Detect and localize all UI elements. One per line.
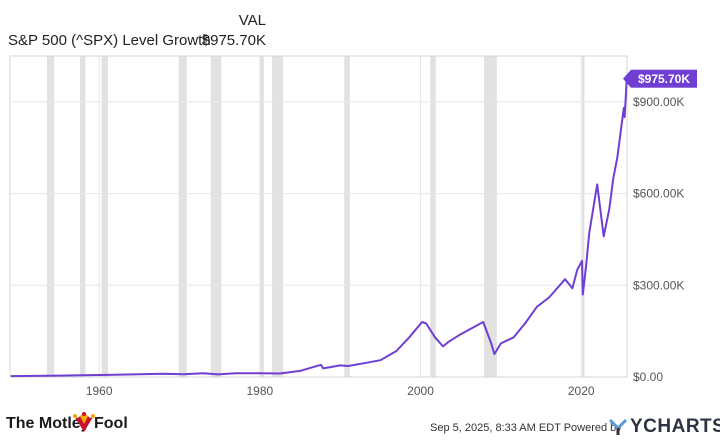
y-axis-ticks: $0.00 $300.00K $600.00K $900.00K — [633, 95, 684, 384]
legend-series-value: $975.70K — [201, 32, 266, 49]
recession-band-6 — [271, 56, 284, 377]
x-tick-label-3: 2020 — [568, 384, 595, 398]
recession-band-0 — [46, 56, 55, 377]
recession-band-3 — [178, 56, 187, 377]
ycharts-wordmark: YCHARTS — [630, 416, 720, 437]
jester-hat-icon — [73, 412, 95, 432]
y-tick-label-0: $0.00 — [633, 370, 663, 384]
recession-bands — [46, 56, 585, 377]
end-value-badge-label: $975.70K — [638, 72, 690, 86]
attribution: Sep 5, 2025, 8:33 AM EDT Powered by YCHA… — [430, 413, 720, 439]
recession-band-4 — [210, 56, 222, 377]
end-value-badge-pointer — [623, 69, 631, 88]
y-tick-label-1: $300.00K — [633, 278, 684, 292]
x-tick-label-2: 2000 — [407, 384, 434, 398]
end-value-badge-group: $975.70K — [623, 69, 697, 88]
recession-band-9 — [483, 56, 497, 377]
series-line — [10, 78, 628, 378]
end-value-badge — [631, 69, 697, 88]
recession-band-2 — [101, 56, 109, 377]
x-tick-label-0: 1960 — [86, 384, 113, 398]
legend-column-header: VAL — [238, 12, 266, 29]
y-tick-label-2: $600.00K — [633, 187, 684, 201]
plot-frame — [9, 55, 628, 378]
recession-band-1 — [79, 56, 86, 377]
y-tick-label-3: $900.00K — [633, 95, 684, 109]
timestamp-text: Sep 5, 2025, 8:33 AM EDT Powered by — [430, 422, 622, 434]
brand-name: The Motley Fool — [6, 415, 128, 432]
x-tick-label-1: 1980 — [247, 384, 274, 398]
ycharts-logo-icon — [608, 418, 628, 435]
motley-fool-brand: The Motley Fool — [6, 410, 206, 438]
legend-series-name: S&P 500 (^SPX) Level Growth — [8, 32, 211, 49]
recession-band-7 — [344, 56, 350, 377]
recession-band-8 — [430, 56, 436, 377]
recession-band-10 — [582, 56, 585, 377]
recession-band-5 — [259, 56, 264, 377]
x-axis-ticks: 1960 1980 2000 2020 — [86, 384, 595, 398]
